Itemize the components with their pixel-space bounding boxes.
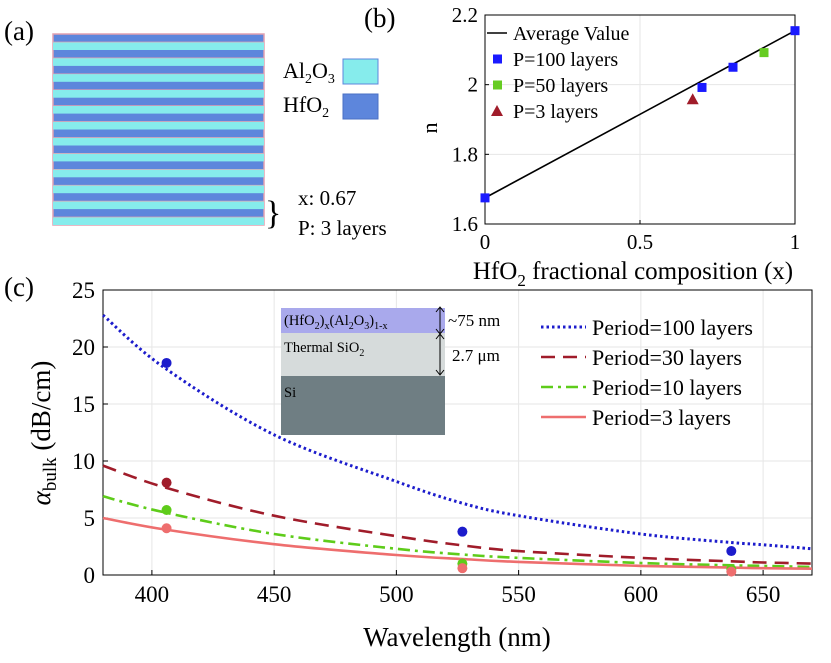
index-point-square — [759, 48, 769, 58]
loss-series-dashdot — [102, 495, 813, 569]
panel-a-letter: (a) — [4, 16, 34, 46]
index-legend-label: P=3 layers — [513, 101, 598, 123]
al2o3-stripe — [53, 105, 264, 114]
inset-si-layer — [281, 376, 445, 435]
inset-sio2-layer — [281, 333, 445, 376]
loss-measured-point — [457, 526, 468, 537]
al2o3-stripe — [53, 169, 264, 178]
loss-chart: 400 450 500 550 600 650 0 5 10 15 20 25 (HfO2)x(Al2… — [26, 278, 813, 652]
legend-al2o3-label: Al2O3 — [283, 58, 335, 87]
layer-stack-inset: (HfO2)x(Al2O3)1-x Thermal SiO2 Si ~75 nm… — [281, 306, 500, 435]
index-chart: 0 0.5 1 1.6 1.8 2 2.2 n HfO2 fractional compos… — [417, 3, 800, 290]
index-tick-label-y: 1.6 — [452, 212, 478, 236]
index-point-square — [728, 62, 738, 72]
legend-al2o3-swatch — [342, 58, 379, 85]
loss-measured-point — [161, 505, 172, 516]
loss-legend-label: Period=10 layers — [592, 375, 742, 400]
index-chart-legend: Average Value P=100 layers P=50 layers P=3 … — [487, 23, 630, 123]
panel-b-letter: (b) — [364, 3, 395, 33]
loss-chart-points — [161, 357, 737, 577]
loss-measured-point — [161, 357, 172, 368]
loss-measured-point — [161, 477, 172, 488]
loss-chart-frame — [102, 289, 813, 576]
loss-tick-label-y: 15 — [72, 392, 95, 417]
index-point-square — [790, 26, 800, 36]
loss-tick-label-x: 600 — [624, 582, 659, 607]
loss-tick-label-y: 20 — [72, 335, 95, 360]
index-chart-ylabel: n — [417, 123, 442, 134]
panel-c-letter: (c) — [4, 272, 34, 302]
inset-alloy-label: (HfO2)x(Al2O3)1-x — [284, 313, 387, 332]
loss-series-dashed — [102, 464, 813, 565]
loss-tick-label-y: 0 — [84, 563, 96, 588]
loss-tick-label-y: 10 — [72, 449, 95, 474]
loss-series-dotted — [102, 313, 813, 551]
material-legend: Al2O3 HfO2 — [283, 58, 379, 121]
al2o3-stripe — [53, 137, 264, 146]
index-legend-square — [493, 80, 502, 90]
note-composition: x: 0.67 — [298, 186, 356, 210]
loss-tick-label-y: 5 — [84, 506, 96, 531]
al2o3-stripe — [53, 153, 264, 162]
index-chart-marks — [480, 26, 800, 203]
index-chart-xlabel: HfO2 fractional composition (x) — [473, 258, 793, 290]
loss-chart-ticks: 400 450 500 550 600 650 0 5 10 15 20 25 — [72, 278, 780, 607]
legend-hfo2-swatch — [342, 93, 379, 120]
loss-tick-label-x: 500 — [379, 582, 414, 607]
index-point-triangle — [686, 93, 699, 105]
index-tick-label-y: 1.8 — [452, 142, 478, 166]
loss-chart-legend: Period=100 layers Period=30 layers Period=… — [541, 315, 753, 430]
index-legend-label: Average Value — [513, 23, 630, 45]
loss-tick-label-y: 25 — [72, 278, 95, 303]
al2o3-stripe — [53, 201, 264, 210]
loss-tick-label-x: 400 — [135, 582, 170, 607]
index-point-square — [697, 82, 707, 92]
index-legend-triangle — [491, 105, 503, 116]
loss-measured-point — [457, 563, 468, 574]
loss-legend-label: Period=100 layers — [592, 315, 753, 340]
note-period: P: 3 layers — [298, 216, 387, 240]
al2o3-stripe — [53, 185, 264, 194]
loss-tick-label-x: 550 — [501, 582, 536, 607]
index-legend-label: P=100 layers — [513, 49, 618, 71]
loss-measured-point — [161, 523, 172, 534]
al2o3-stripe — [53, 57, 264, 66]
loss-tick-label-x: 650 — [746, 582, 781, 607]
index-chart-ticks: 0 0.5 1 1.6 1.8 2 2.2 — [452, 3, 801, 254]
index-legend-square — [493, 54, 502, 64]
index-tick-label-x: 0 — [480, 230, 491, 254]
index-tick-label-y: 2 — [468, 73, 479, 97]
index-tick-label-x: 1 — [790, 230, 801, 254]
index-tick-label-x: 0.5 — [627, 230, 653, 254]
index-point-square — [480, 193, 490, 203]
multilayer-stack — [52, 33, 265, 226]
loss-chart-ylabel: αbulk (dB/cm) — [26, 361, 61, 506]
legend-hfo2-label: HfO2 — [283, 92, 329, 121]
al2o3-stripe — [53, 217, 264, 225]
inset-sio2-label: Thermal SiO2 — [284, 340, 364, 359]
loss-legend-label: Period=3 layers — [592, 405, 731, 430]
al2o3-stripe — [53, 42, 264, 50]
inset-thickness-top: ~75 nm — [448, 311, 500, 330]
inset-thickness-arrows — [435, 306, 445, 376]
inset-thickness-mid: 2.7 μm — [452, 346, 500, 365]
al2o3-stripe — [53, 121, 264, 130]
al2o3-stripe — [53, 89, 264, 98]
stack-stripes — [53, 41, 264, 225]
al2o3-stripe — [53, 73, 264, 82]
loss-measured-point — [726, 566, 737, 577]
index-legend-label: P=50 layers — [513, 75, 608, 97]
loss-tick-label-x: 450 — [257, 582, 292, 607]
loss-series-solid — [102, 516, 813, 570]
loss-chart-lines — [102, 313, 813, 570]
index-tick-label-y: 2.2 — [452, 3, 478, 27]
loss-chart-xlabel: Wavelength (nm) — [363, 622, 551, 652]
period-brace: } — [265, 195, 281, 232]
average-value-line — [484, 29, 796, 199]
loss-measured-point — [726, 546, 737, 557]
inset-alloy-layer — [281, 308, 445, 333]
loss-legend-label: Period=30 layers — [592, 345, 742, 370]
inset-si-label: Si — [284, 385, 296, 401]
